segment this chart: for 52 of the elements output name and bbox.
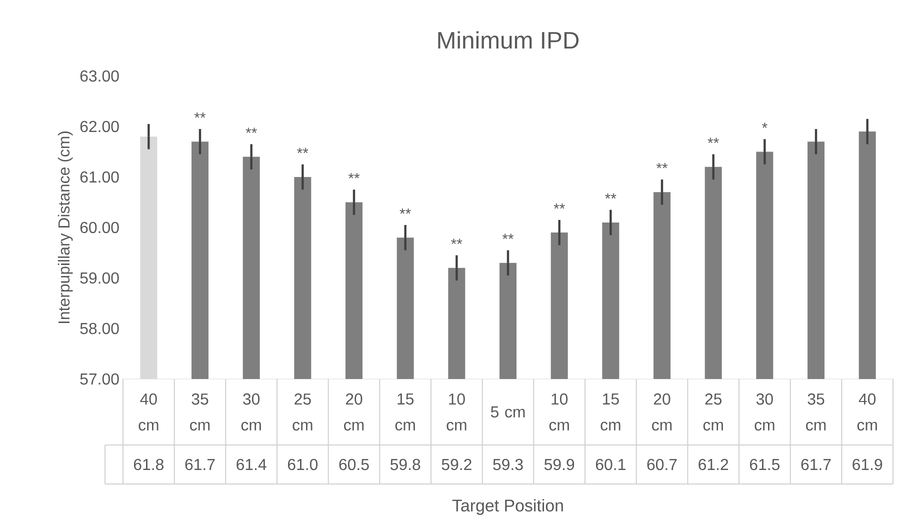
data-label: 60.5 — [339, 458, 369, 470]
x-tick-label: 5 cm — [490, 406, 525, 418]
x-tick-label: 10 cm — [549, 393, 569, 431]
y-axis-title: Interpupillary Distance (cm) — [58, 132, 73, 324]
y-tick-label: 60.00 — [80, 222, 119, 234]
data-label: 61.7 — [185, 458, 215, 470]
data-label: 61.2 — [698, 458, 728, 470]
annotation: ** — [246, 128, 257, 133]
x-tick-label: 40 cm — [857, 393, 877, 431]
x-tick-label: 35 cm — [190, 393, 210, 431]
annotation: ** — [708, 138, 719, 144]
data-label: 59.9 — [544, 458, 574, 470]
x-tick-label: 10 cm — [446, 393, 466, 431]
data-label: 59.2 — [442, 458, 472, 470]
data-label: 61.8 — [134, 458, 164, 470]
annotation: ** — [194, 112, 206, 118]
data-label: 61.0 — [288, 458, 318, 470]
annotation: ** — [451, 238, 462, 244]
annotation: ** — [502, 234, 514, 239]
x-tick-label: 30 cm — [754, 393, 774, 431]
y-tick-label: 59.00 — [80, 272, 119, 284]
data-label: 59.8 — [390, 458, 420, 470]
x-tick-label: 25 cm — [292, 393, 312, 431]
x-tick-label: 30 cm — [241, 393, 261, 431]
annotation: ** — [400, 208, 411, 214]
chart-title: Minimum IPD — [438, 31, 579, 49]
annotation: ** — [348, 173, 360, 178]
y-tick-label: 58.00 — [80, 322, 119, 334]
data-label: 61.7 — [801, 458, 831, 470]
x-tick-label: 15 cm — [395, 393, 415, 431]
data-label: 60.7 — [647, 458, 677, 470]
data-label: 61.4 — [236, 458, 266, 470]
annotation: * — [762, 122, 768, 128]
y-tick-label: 62.00 — [80, 120, 119, 132]
y-tick-label: 57.00 — [80, 373, 119, 385]
annotation: ** — [656, 163, 668, 168]
data-label: 61.9 — [852, 458, 882, 470]
y-tick-label: 61.00 — [80, 171, 119, 183]
x-tick-label: 15 cm — [600, 393, 620, 431]
x-tick-label: 25 cm — [703, 393, 723, 431]
x-tick-label: 20 cm — [652, 393, 672, 431]
x-tick-label: 35 cm — [806, 393, 826, 431]
x-tick-label: 40 cm — [138, 393, 158, 431]
annotation: ** — [554, 203, 565, 209]
x-axis-title: Target Position — [452, 499, 563, 515]
annotation: ** — [297, 148, 308, 154]
data-label: 60.1 — [596, 458, 626, 470]
annotation: ** — [605, 193, 616, 199]
data-label: 61.5 — [750, 458, 780, 470]
y-tick-label: 63.00 — [80, 70, 119, 82]
data-label: 59.3 — [493, 458, 523, 470]
x-tick-label: 20 cm — [344, 393, 364, 431]
